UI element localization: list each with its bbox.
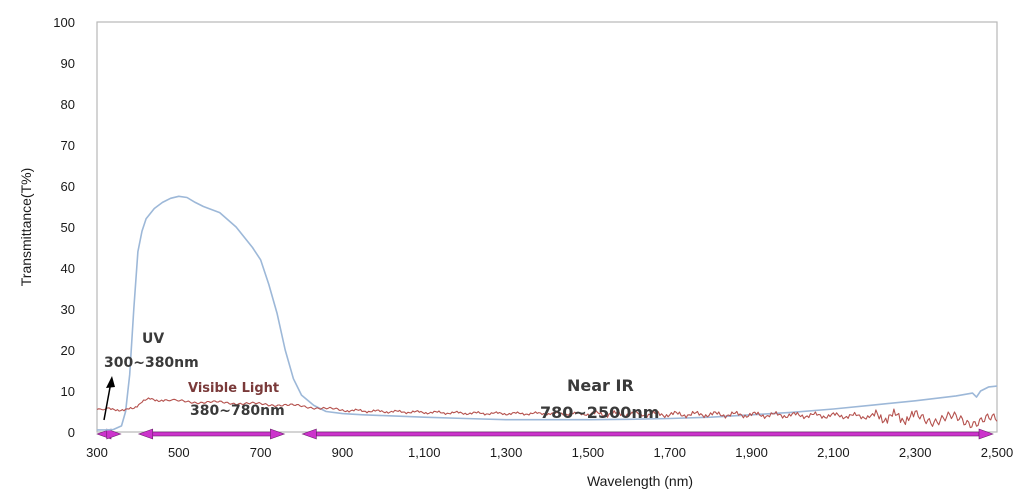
x-axis-title: Wavelength (nm) xyxy=(587,473,693,489)
series-line-blue xyxy=(97,195,998,431)
visible-light-label: Visible Light xyxy=(188,381,279,396)
x-tick-label: 500 xyxy=(168,445,190,460)
x-tick-label: 300 xyxy=(86,445,108,460)
uv-pointer-arrow xyxy=(103,381,112,421)
uv-label: UV xyxy=(142,331,164,347)
y-tick-label: 100 xyxy=(53,15,75,30)
uv-range-label: 300~380nm xyxy=(104,355,199,371)
x-tick-label: 700 xyxy=(250,445,272,460)
y-axis-title: Transmittance(T%) xyxy=(18,168,34,287)
y-tick-label: 0 xyxy=(68,425,75,440)
y-tick-label: 80 xyxy=(61,97,75,112)
x-tick-label: 1,900 xyxy=(735,445,768,460)
y-axis-ticks: 0 10 20 30 40 50 60 70 80 90 100 xyxy=(53,15,75,440)
y-tick-label: 90 xyxy=(61,56,75,71)
uv-pointer-arrowhead xyxy=(106,376,115,388)
x-axis-ticks: 300 500 700 900 1,100 1,300 1,500 1,700 1,900 2,1… xyxy=(86,445,1013,460)
x-tick-label: 1,700 xyxy=(653,445,686,460)
x-tick-label: 2,100 xyxy=(817,445,850,460)
y-tick-label: 40 xyxy=(61,261,75,276)
y-tick-label: 70 xyxy=(61,138,75,153)
y-tick-label: 20 xyxy=(61,343,75,358)
near-ir-range-label: 780~2500nm xyxy=(540,403,659,422)
x-tick-label: 1,500 xyxy=(572,445,605,460)
x-tick-label: 1,100 xyxy=(408,445,441,460)
x-tick-label: 1,300 xyxy=(490,445,523,460)
y-tick-label: 50 xyxy=(61,220,75,235)
near-ir-label: Near IR xyxy=(567,376,634,395)
x-tick-label: 900 xyxy=(332,445,354,460)
visible-band-arrow xyxy=(137,428,286,440)
near-ir-band-arrow xyxy=(301,428,994,440)
band-arrows xyxy=(96,428,994,440)
x-tick-label: 2,300 xyxy=(899,445,932,460)
y-tick-label: 30 xyxy=(61,302,75,317)
y-tick-label: 60 xyxy=(61,179,75,194)
series-line-red xyxy=(96,397,998,429)
series-layer xyxy=(96,195,998,431)
x-tick-label: 2,500 xyxy=(981,445,1014,460)
visible-light-range-label: 380~780nm xyxy=(190,403,285,419)
y-tick-label: 10 xyxy=(61,384,75,399)
uv-band-arrow xyxy=(96,428,122,440)
